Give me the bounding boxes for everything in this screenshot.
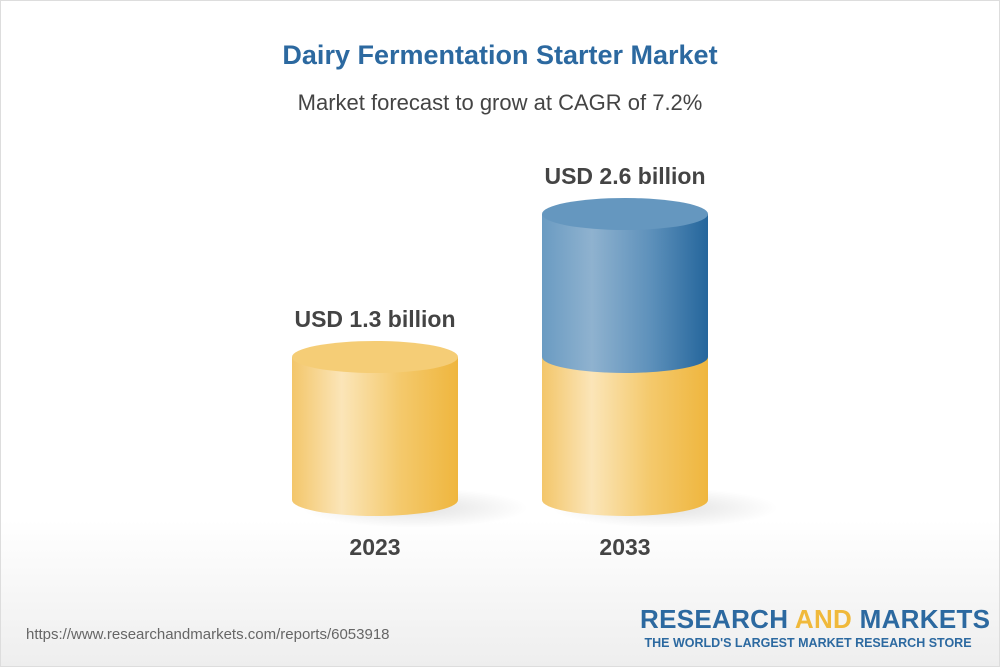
bar-2033-base-body: [542, 357, 708, 516]
chart-title: Dairy Fermentation Starter Market: [282, 40, 718, 70]
logo-tagline: THE WORLD'S LARGEST MARKET RESEARCH STOR…: [644, 636, 972, 650]
logo-text-markets: MARKETS: [852, 604, 991, 634]
bar-2023-base-body: [292, 357, 458, 516]
data-label: USD 1.3 billion: [294, 306, 455, 332]
data-label: USD 2.6 billion: [544, 163, 705, 189]
bar-top: [542, 198, 708, 230]
bar-2033-growth-body: [542, 214, 708, 373]
research-and-markets-logo: RESEARCH AND MARKETS THE WORLD'S LARGEST…: [640, 604, 990, 650]
bar-top: [292, 341, 458, 373]
chart-subtitle: Market forecast to grow at CAGR of 7.2%: [297, 90, 703, 115]
x-tick-label: 2023: [349, 534, 400, 560]
logo-text-research: RESEARCH: [640, 604, 795, 634]
x-tick-label: 2033: [599, 534, 650, 560]
report-url[interactable]: https://www.researchandmarkets.com/repor…: [26, 626, 390, 643]
logo-text-and: AND: [794, 604, 853, 634]
